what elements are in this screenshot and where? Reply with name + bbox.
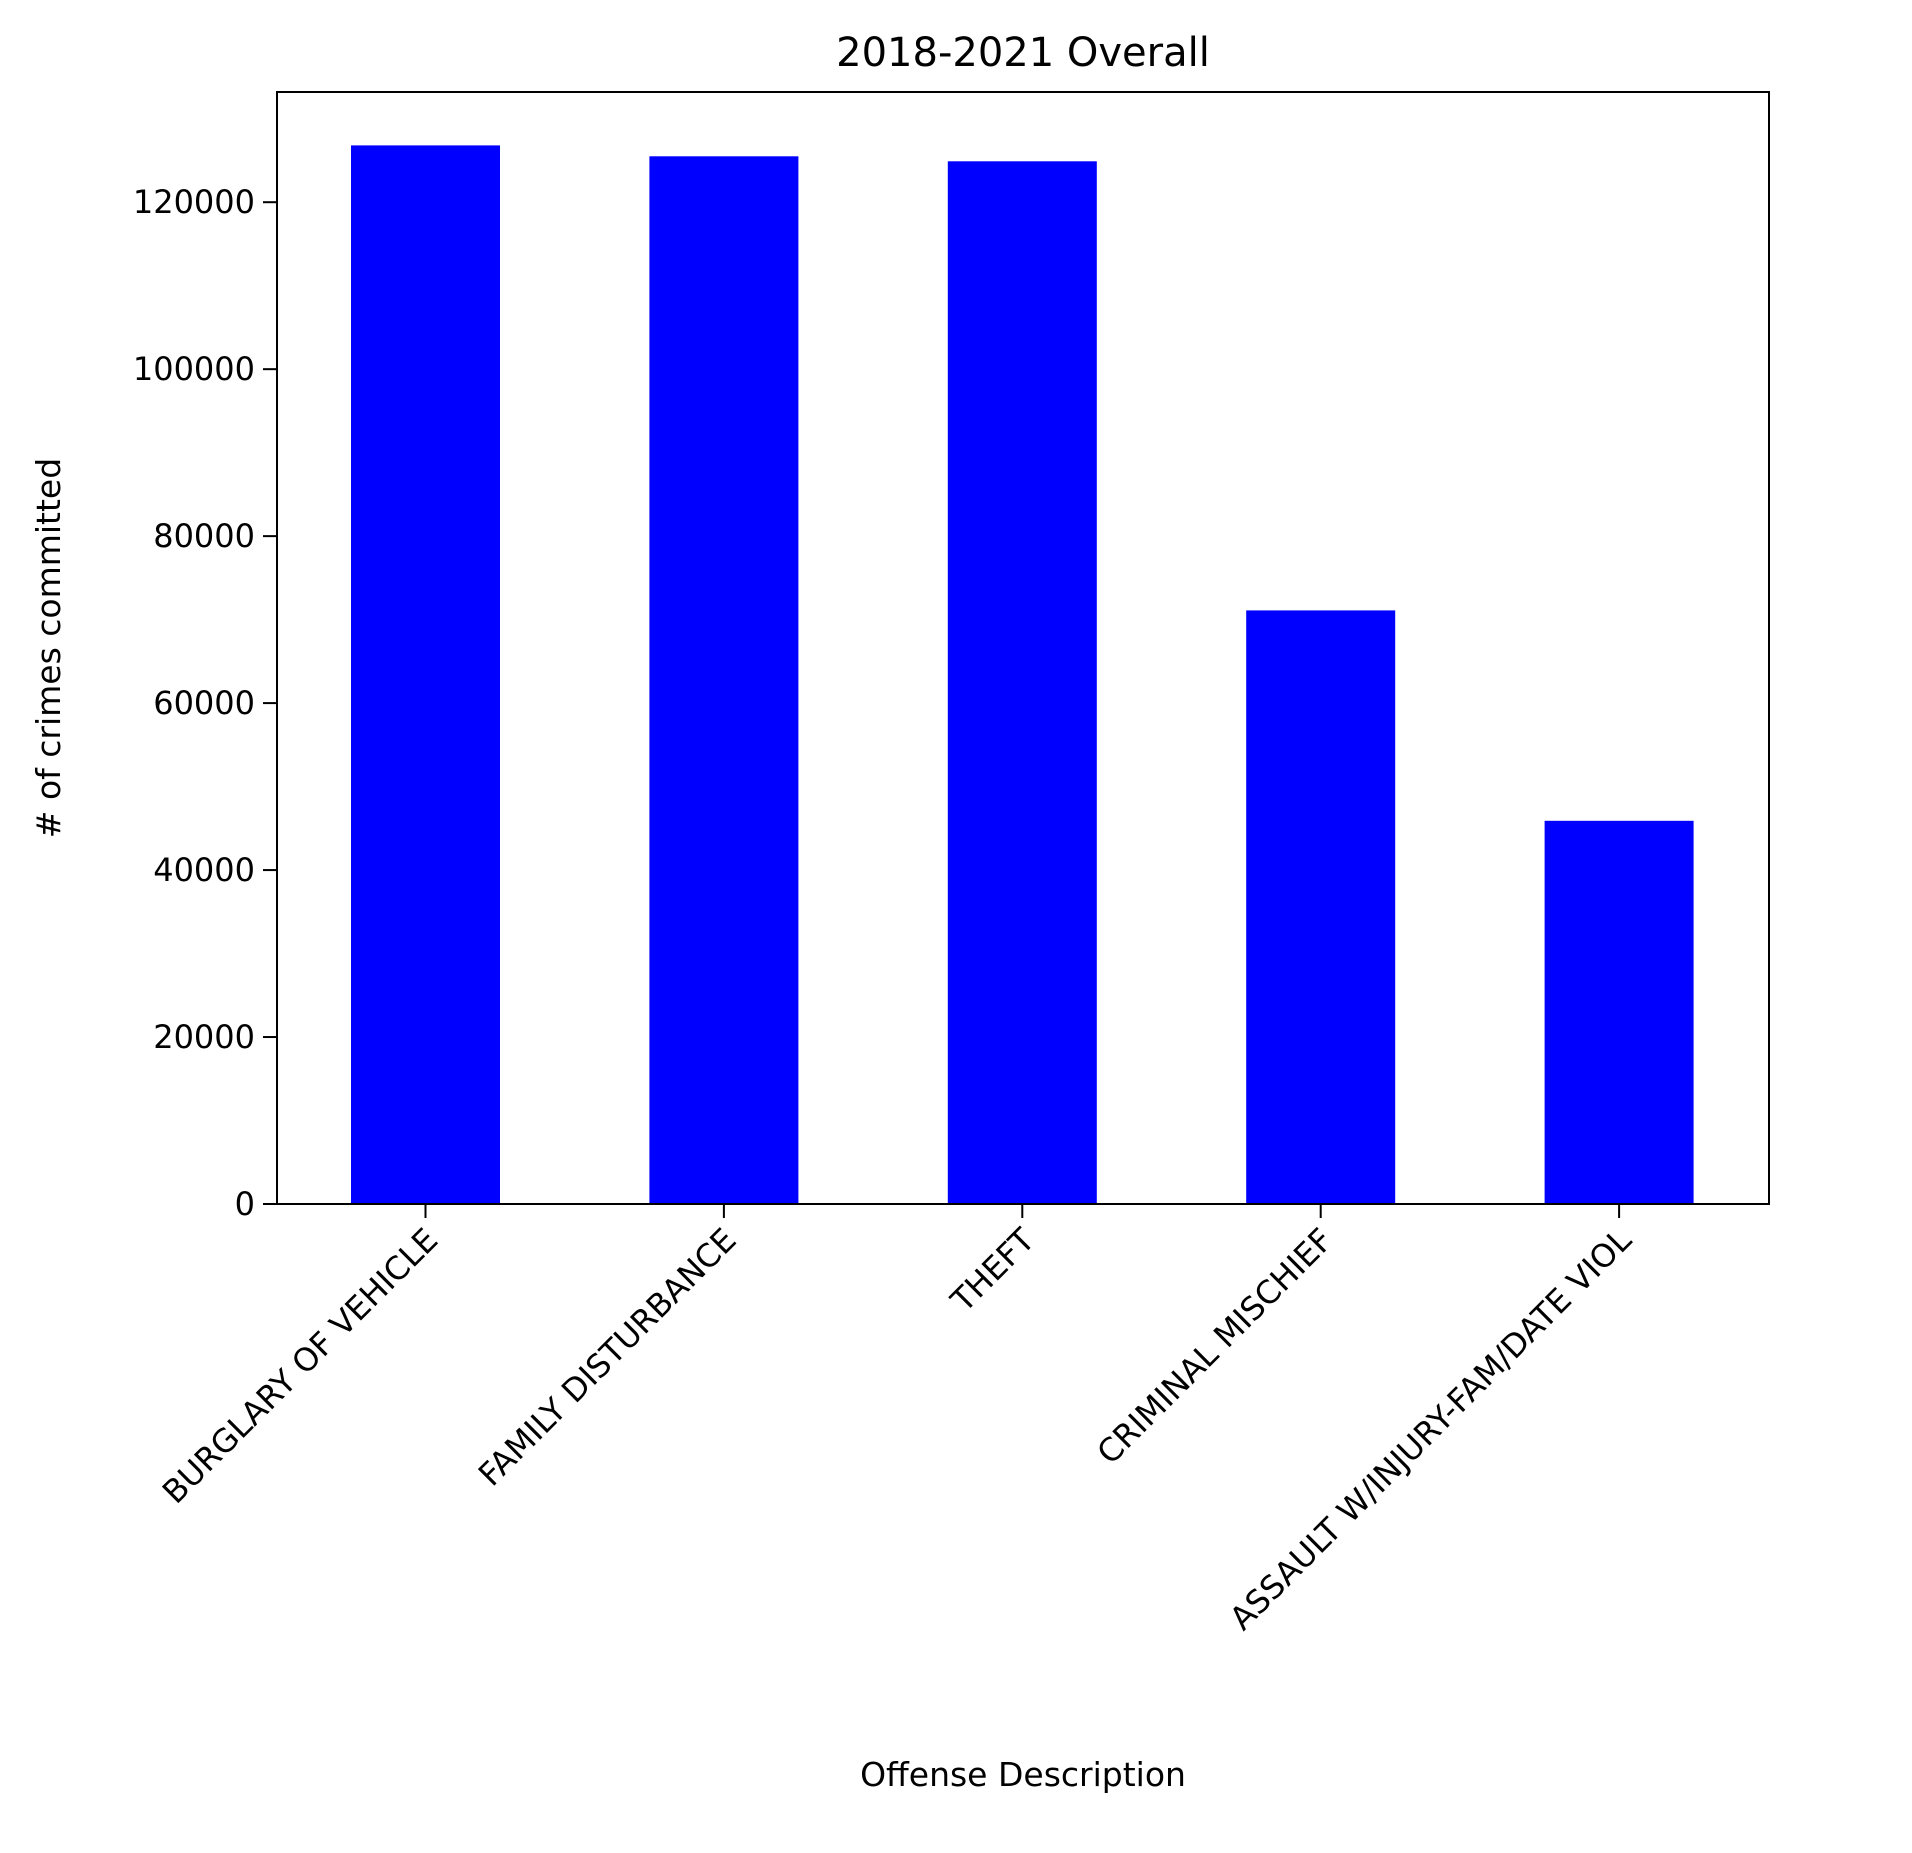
plot-frame	[276, 91, 1770, 1205]
y-tick-label: 20000	[153, 1018, 255, 1056]
y-tick-label: 120000	[133, 183, 255, 221]
y-axis: 0 20000 40000 60000 80000 100000 120000	[133, 183, 277, 1223]
bar	[947, 161, 1097, 1204]
bar	[1544, 820, 1694, 1204]
bar	[649, 156, 799, 1204]
y-tick-label: 40000	[153, 851, 255, 889]
y-tick-label: 0	[235, 1185, 255, 1223]
y-tick-label: 100000	[133, 350, 255, 388]
bar	[351, 145, 500, 1204]
bars-layer	[351, 145, 1694, 1204]
bar	[1246, 610, 1396, 1204]
chart-title: 2018-2021 Overall	[836, 30, 1210, 76]
y-tick-label: 60000	[153, 684, 255, 722]
y-axis-label: # of crimes committed	[29, 458, 68, 838]
x-axis-label: Offense Description	[860, 1755, 1186, 1794]
y-tick-label: 80000	[153, 517, 255, 555]
